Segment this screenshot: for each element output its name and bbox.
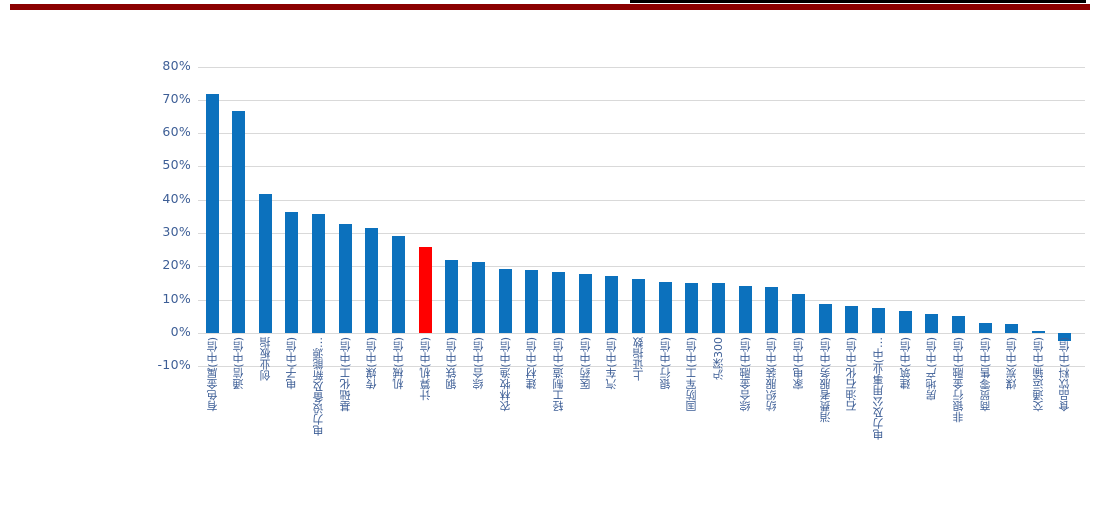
x-category-label: 建材(中信) xyxy=(525,337,539,390)
x-category-label: 计算机(中信) xyxy=(418,337,432,401)
bar xyxy=(498,268,512,333)
x-category-label: 钢铁(中信) xyxy=(445,337,459,390)
bar xyxy=(258,194,272,333)
top-red-rule xyxy=(10,4,1090,10)
x-category-label: 电力及公用事业(中… xyxy=(871,337,885,441)
y-tick-label: 20% xyxy=(162,257,191,273)
bar xyxy=(685,282,699,333)
gridline xyxy=(198,266,1085,268)
x-category-label: 综合(中信) xyxy=(472,337,486,390)
bar xyxy=(791,294,805,333)
top-black-rule xyxy=(630,0,1086,3)
x-category-label: 综合金融(中信) xyxy=(738,337,752,412)
y-tick-label: 0% xyxy=(170,323,191,339)
x-category-label: 商贸零售(中信) xyxy=(978,337,992,412)
bar xyxy=(738,285,752,333)
bar xyxy=(818,303,832,333)
bar xyxy=(445,259,459,333)
gridline xyxy=(198,199,1085,201)
bar-highlighted xyxy=(418,246,432,333)
bar xyxy=(205,93,219,333)
x-category-label: 消费者服务(中信) xyxy=(818,337,832,423)
bar xyxy=(605,275,619,333)
y-tick-label: -10% xyxy=(157,357,191,373)
x-category-label: 电力设备及新能源… xyxy=(312,337,326,436)
x-category-label: 房地产(中信) xyxy=(925,337,939,401)
x-category-label: 食品饮料(中信) xyxy=(1058,337,1072,412)
bar xyxy=(392,236,406,333)
bar xyxy=(1058,332,1072,342)
bar xyxy=(1031,331,1045,333)
bar xyxy=(871,307,885,333)
bar-chart-panel: 80% 70% 60% 50% 40% 30% 20% 10% 0% -10% 有色金属(中信) 通信… xyxy=(143,47,1097,469)
x-category-label: 汽车(中信) xyxy=(605,337,619,390)
bar xyxy=(338,224,352,333)
x-category-label: 非银行金融(中信) xyxy=(951,337,965,423)
bar xyxy=(525,270,539,333)
x-category-label: 纺织服装(中信) xyxy=(765,337,779,412)
x-category-label: 通信(中信) xyxy=(232,337,246,390)
x-category-label: 国防军工(中信) xyxy=(685,337,699,412)
x-category-label: 创业板指 xyxy=(258,337,272,381)
bar xyxy=(312,213,326,333)
bar xyxy=(658,281,672,333)
x-category-label: 农林牧渔(中信) xyxy=(498,337,512,412)
y-tick-label: 70% xyxy=(162,90,191,106)
bar xyxy=(765,286,779,333)
y-tick-label: 60% xyxy=(162,124,191,140)
x-category-label: 传媒(中信) xyxy=(365,337,379,390)
x-category-label: 银行(中信) xyxy=(658,337,672,390)
gridline xyxy=(198,99,1085,101)
x-category-label: 沪深300 xyxy=(711,337,725,380)
x-category-label: 基础化工(中信) xyxy=(338,337,352,412)
bar xyxy=(631,278,645,333)
gridline xyxy=(198,366,1085,368)
bar xyxy=(285,212,299,333)
x-category-label: 轻工制造(中信) xyxy=(552,337,566,412)
y-tick-label: 80% xyxy=(162,57,191,73)
bar xyxy=(472,261,486,333)
x-category-label: 有色金属(中信) xyxy=(205,337,219,412)
gridline xyxy=(198,133,1085,135)
x-category-label: 家电(中信) xyxy=(791,337,805,390)
x-category-label: 煤炭(中信) xyxy=(1005,337,1019,390)
bar xyxy=(552,271,566,333)
bar xyxy=(951,315,965,333)
bar xyxy=(978,322,992,333)
bar xyxy=(898,310,912,333)
bar xyxy=(578,273,592,333)
bar xyxy=(711,283,725,333)
bar xyxy=(1005,324,1019,333)
gridline xyxy=(198,66,1085,68)
x-axis-line xyxy=(198,332,1085,334)
y-tick-label: 10% xyxy=(162,290,191,306)
y-tick-label: 40% xyxy=(162,190,191,206)
bar xyxy=(925,313,939,333)
x-category-label: 交通运输(中信) xyxy=(1031,337,1045,412)
gridline xyxy=(198,166,1085,168)
x-category-label: 机械(中信) xyxy=(392,337,406,390)
x-category-label: 医药(中信) xyxy=(578,337,592,390)
bar xyxy=(232,111,246,333)
plot-area: 80% 70% 60% 50% 40% 30% 20% 10% 0% -10% 有色金属(中信) 通信… xyxy=(143,47,1097,469)
y-tick-label: 50% xyxy=(162,157,191,173)
x-category-label: 石油石化(中信) xyxy=(845,337,859,412)
x-category-label: 电子(中信) xyxy=(285,337,299,390)
y-tick-label: 30% xyxy=(162,223,191,239)
bar xyxy=(845,306,859,333)
x-category-label: 建筑(中信) xyxy=(898,337,912,390)
x-category-label: 上证指数 xyxy=(631,337,645,381)
gridline xyxy=(198,232,1085,234)
bar xyxy=(365,228,379,333)
